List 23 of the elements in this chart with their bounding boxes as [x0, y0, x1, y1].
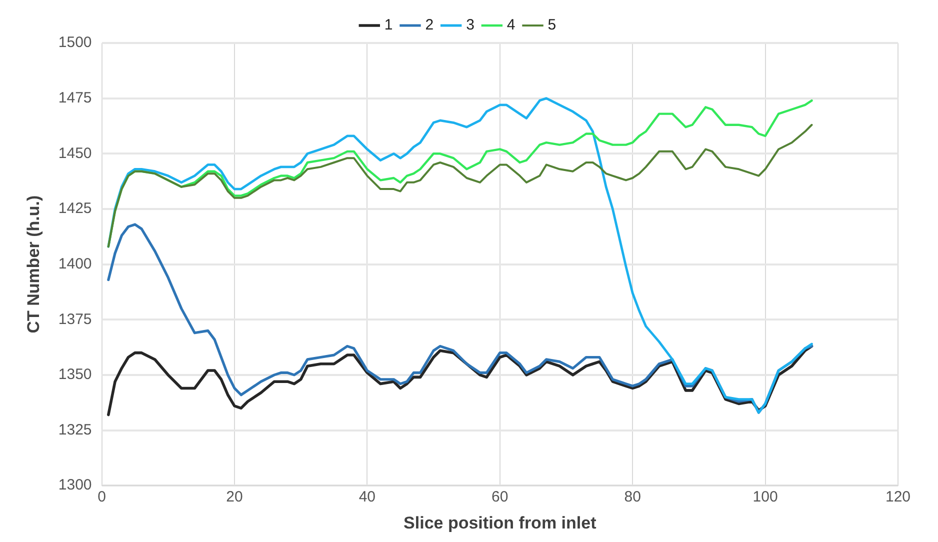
legend-label: 5	[548, 16, 556, 34]
y-tick-label: 1325	[58, 421, 92, 438]
legend-label: 4	[506, 16, 516, 34]
y-tick-label: 1425	[58, 200, 92, 218]
x-axis-title: Slice position from inlet	[404, 513, 597, 532]
y-axis-title: CT Number (h.u.)	[24, 195, 43, 334]
y-tick-label: 1400	[58, 255, 92, 272]
x-tick-label: 100	[752, 488, 778, 506]
legend-label: 3	[466, 16, 474, 34]
y-tick-label: 1475	[58, 89, 92, 106]
x-tick-label: 60	[492, 488, 508, 506]
y-tick-label: 1500	[58, 34, 92, 52]
legend-label: 2	[425, 16, 434, 34]
x-tick-label: 0	[98, 488, 106, 506]
y-tick-label: 1300	[58, 476, 92, 494]
y-tick-label: 1450	[58, 144, 92, 162]
x-tick-label: 40	[358, 488, 376, 506]
legend-label: 1	[384, 16, 393, 34]
x-tick-label: 80	[624, 488, 641, 506]
y-tick-label: 1375	[58, 310, 92, 328]
y-tick-label: 1350	[58, 366, 92, 384]
x-tick-label: 120	[885, 488, 911, 506]
x-tick-label: 20	[226, 488, 243, 506]
